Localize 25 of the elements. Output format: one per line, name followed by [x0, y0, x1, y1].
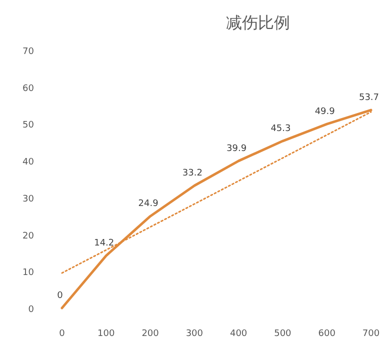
data-label: 49.9: [314, 107, 336, 118]
data-label: 24.9: [138, 199, 159, 210]
y-tick-label: 60: [22, 84, 34, 94]
y-tick-label: 50: [22, 120, 34, 131]
y-tick-label: 70: [22, 47, 34, 57]
data-label: 0: [57, 291, 64, 301]
data-label: 14.2: [94, 238, 114, 249]
x-tick-label: 0: [59, 329, 66, 339]
y-tick-label: 20: [22, 231, 34, 242]
x-tick-label: 600: [318, 329, 336, 339]
y-tick-label: 0: [28, 305, 34, 315]
data-label: 45.3: [270, 124, 291, 134]
x-tick-label: 100: [98, 329, 115, 339]
x-tick-label: 700: [362, 329, 380, 339]
y-tick-label: 40: [22, 158, 34, 168]
y-tick-label: 10: [22, 268, 34, 278]
data-label: 53.7: [358, 93, 380, 104]
data-label: 33.2: [182, 168, 202, 179]
x-tick-label: 200: [142, 329, 160, 339]
x-tick-label: 300: [186, 329, 204, 339]
chart-title: 减伤比例: [226, 13, 290, 32]
y-tick-label: 30: [22, 194, 34, 204]
x-tick-label: 500: [274, 329, 292, 339]
data-label: 39.9: [226, 144, 247, 154]
x-tick-label: 400: [230, 329, 248, 339]
